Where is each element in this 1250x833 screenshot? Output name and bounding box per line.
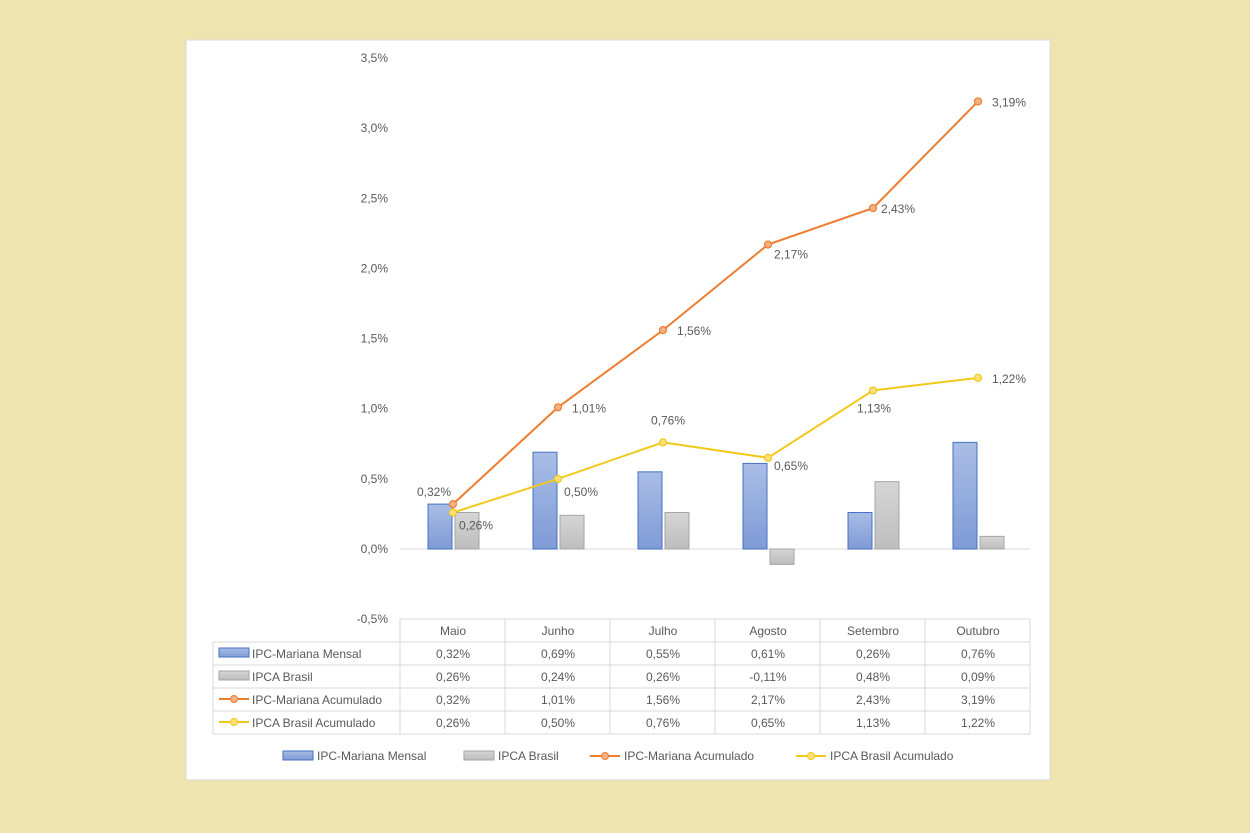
table-series-name: IPCA Brasil Acumulado xyxy=(252,716,376,730)
y-tick-label: 1,5% xyxy=(361,332,389,346)
data-label: 3,19% xyxy=(992,95,1026,109)
line-marker xyxy=(973,97,983,106)
legend-swatch xyxy=(218,647,250,658)
ipca-brasil-bar xyxy=(454,512,480,550)
table-series-name: IPCA Brasil xyxy=(252,670,313,684)
data-label: 0,65% xyxy=(774,459,808,473)
legend-label: IPC-Mariana Mensal xyxy=(317,749,426,763)
table-cell: 0,26% xyxy=(856,647,890,661)
x-category-label: Junho xyxy=(542,624,575,638)
ipca-brasil-bar xyxy=(769,548,795,565)
legend-marker xyxy=(807,752,815,760)
table-cell: 0,26% xyxy=(646,670,680,684)
table-cell: 1,56% xyxy=(646,693,680,707)
line-marker xyxy=(763,240,773,249)
line-marker xyxy=(868,386,878,395)
table-cell: 2,43% xyxy=(856,693,890,707)
ipca-brasil-acumulado-line xyxy=(452,376,979,514)
table-cell: 2,17% xyxy=(751,693,785,707)
data-label: 1,01% xyxy=(572,401,606,415)
data-label: 2,17% xyxy=(774,248,808,262)
line-marker xyxy=(658,438,668,447)
y-tick-label: 2,0% xyxy=(361,261,389,275)
y-tick-label: 2,5% xyxy=(361,191,389,205)
legend-swatch xyxy=(218,670,250,681)
data-label: 0,26% xyxy=(459,519,493,533)
legend-swatch xyxy=(463,750,495,761)
table-cell: 0,26% xyxy=(436,716,470,730)
x-category-label: Outubro xyxy=(956,624,1000,638)
data-label: 2,43% xyxy=(881,202,915,216)
y-tick-label: 0,0% xyxy=(361,542,389,556)
ipc-mariana-mensal-bar xyxy=(742,462,768,550)
x-category-label: Julho xyxy=(649,624,678,638)
legend-label: IPC-Mariana Acumulado xyxy=(624,749,754,763)
ipc-mariana-acumulado-line xyxy=(452,100,979,505)
table-cell: 0,32% xyxy=(436,647,470,661)
table-cell: 1,13% xyxy=(856,716,890,730)
line-marker xyxy=(553,474,563,483)
data-label: 1,13% xyxy=(857,401,891,415)
y-tick-label: 3,5% xyxy=(361,51,389,65)
legend-label: IPCA Brasil Acumulado xyxy=(830,749,954,763)
table-cell: -0,11% xyxy=(749,670,786,684)
x-category-label: Agosto xyxy=(749,624,787,638)
ipc-mariana-mensal-bar xyxy=(952,441,978,550)
table-cell: 1,01% xyxy=(541,693,575,707)
y-tick-label: 0,5% xyxy=(361,472,389,486)
table-cell: 3,19% xyxy=(961,693,995,707)
table-cell: 0,69% xyxy=(541,647,575,661)
table-series-name: IPC-Mariana Acumulado xyxy=(252,693,382,707)
line-marker xyxy=(448,500,458,509)
table-cell: 0,32% xyxy=(436,693,470,707)
y-tick-label: -0,5% xyxy=(357,612,389,626)
data-label: 1,56% xyxy=(677,324,711,338)
ipca-brasil-bar xyxy=(979,535,1005,550)
x-category-label: Maio xyxy=(440,624,466,638)
legend-label: IPCA Brasil xyxy=(498,749,559,763)
data-label: 0,76% xyxy=(651,413,685,427)
table-cell: 0,09% xyxy=(961,670,995,684)
y-tick-label: 3,0% xyxy=(361,121,389,135)
ipca-brasil-bar xyxy=(559,514,585,550)
ipca-brasil-bar xyxy=(874,481,900,550)
table-cell: 1,22% xyxy=(961,716,995,730)
table-cell: 0,61% xyxy=(751,647,785,661)
ipc-mariana-mensal-bar xyxy=(427,503,453,550)
table-cell: 0,48% xyxy=(856,670,890,684)
data-label: 1,22% xyxy=(992,372,1026,386)
table-cell: 0,55% xyxy=(646,647,680,661)
line-marker xyxy=(553,403,563,412)
ipc-mariana-mensal-bar xyxy=(637,471,663,550)
line-marker xyxy=(448,508,458,517)
line-marker xyxy=(868,203,878,213)
data-label: 0,32% xyxy=(417,485,451,499)
ipca-brasil-bar xyxy=(664,512,690,550)
table-cell: 0,76% xyxy=(646,716,680,730)
data-label: 0,50% xyxy=(564,485,598,499)
chart-area xyxy=(185,39,1051,781)
ipc-mariana-mensal-bar xyxy=(847,512,873,550)
legend-marker xyxy=(230,695,238,703)
table-cell: 0,26% xyxy=(436,670,470,684)
table-cell: 0,76% xyxy=(961,647,995,661)
y-tick-label: 1,0% xyxy=(361,402,389,416)
table-cell: 0,24% xyxy=(541,670,575,684)
line-marker xyxy=(973,373,983,382)
x-category-label: Setembro xyxy=(847,624,899,638)
table-cell: 0,50% xyxy=(541,716,575,730)
table-cell: 0,65% xyxy=(751,716,785,730)
legend-marker xyxy=(601,752,609,760)
table-series-name: IPC-Mariana Mensal xyxy=(252,647,361,661)
line-marker xyxy=(763,453,773,462)
ipc-mariana-mensal-bar xyxy=(532,451,558,550)
legend-marker xyxy=(230,718,238,726)
line-marker xyxy=(658,326,668,335)
legend-swatch xyxy=(282,750,314,761)
